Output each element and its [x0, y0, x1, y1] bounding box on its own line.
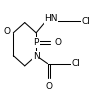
Text: O: O — [45, 82, 52, 91]
Text: Cl: Cl — [72, 59, 81, 68]
Text: Cl: Cl — [81, 17, 90, 26]
Text: O: O — [3, 27, 10, 36]
Text: O: O — [54, 38, 61, 47]
Text: N: N — [33, 52, 39, 61]
Text: P: P — [33, 38, 39, 47]
Text: HN: HN — [44, 14, 58, 23]
